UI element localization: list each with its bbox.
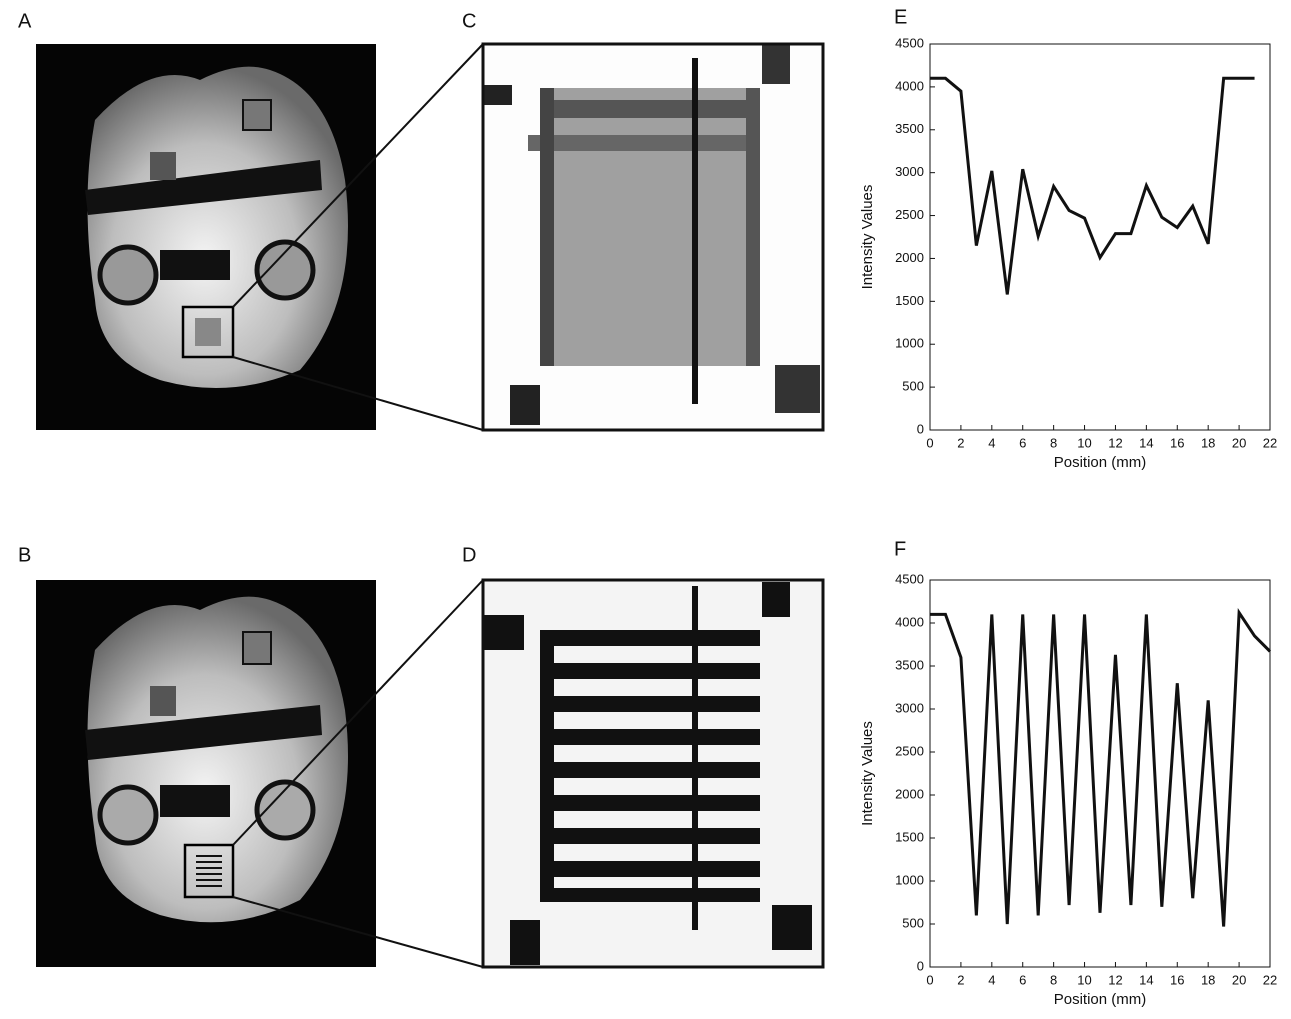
panel-letter: C: [462, 10, 476, 32]
x-tick-label: 14: [1139, 435, 1153, 450]
y-tick-label: 2500: [895, 207, 924, 222]
x-tick-label: 0: [926, 972, 933, 987]
y-tick-label: 1000: [895, 872, 924, 887]
x-axis-label: Position (mm): [1054, 454, 1147, 471]
plot-frame: [929, 43, 1271, 431]
zoom-image: [481, 578, 825, 969]
data-line: [930, 76, 1255, 295]
x-tick-label: 2: [957, 972, 964, 987]
panel-letter: A: [18, 10, 32, 32]
y-tick-label: 4500: [895, 35, 924, 50]
panel-letter: B: [18, 544, 31, 566]
x-tick-label: 16: [1170, 972, 1184, 987]
y-axis-label: Intensity Values: [859, 721, 876, 826]
zoom-line: [232, 43, 484, 968]
x-tick-label: 18: [1201, 435, 1215, 450]
x-tick-label: 0: [926, 435, 933, 450]
y-tick-label: 1500: [895, 293, 924, 308]
y-tick-label: 3500: [895, 657, 924, 672]
y-tick-label: 0: [917, 421, 924, 436]
x-tick-label: 10: [1077, 972, 1091, 987]
x-tick-label: 22: [1263, 972, 1277, 987]
y-tick-label: 2500: [895, 743, 924, 758]
x-tick-label: 20: [1232, 435, 1246, 450]
y-tick-label: 500: [902, 915, 924, 930]
y-tick-label: 3000: [895, 164, 924, 179]
x-tick-label: 18: [1201, 972, 1215, 987]
y-tick-label: 500: [902, 379, 924, 394]
x-tick-label: 10: [1077, 435, 1091, 450]
y-tick-label: 3000: [895, 700, 924, 715]
y-tick-label: 2000: [895, 786, 924, 801]
panel-letter: F: [894, 538, 906, 560]
mri-image: [36, 44, 376, 430]
x-tick-label: 20: [1232, 972, 1246, 987]
x-tick-label: 6: [1019, 972, 1026, 987]
x-tick-label: 8: [1050, 435, 1057, 450]
x-tick-label: 16: [1170, 435, 1184, 450]
x-tick-label: 14: [1139, 972, 1153, 987]
y-tick-label: 1000: [895, 336, 924, 351]
y-axis-label: Intensity Values: [859, 185, 876, 290]
x-tick-label: 12: [1108, 435, 1122, 450]
x-axis-label: Position (mm): [1054, 991, 1147, 1008]
x-tick-label: 22: [1263, 435, 1277, 450]
y-tick-label: 0: [917, 958, 924, 973]
x-tick-label: 2: [957, 435, 964, 450]
data-line: [930, 608, 1272, 927]
mri-image: [36, 580, 376, 967]
x-tick-label: 6: [1019, 435, 1026, 450]
x-tick-label: 12: [1108, 972, 1122, 987]
plot-frame: [929, 579, 1271, 968]
y-tick-label: 1500: [895, 829, 924, 844]
y-tick-label: 2000: [895, 250, 924, 265]
y-tick-label: 3500: [895, 121, 924, 136]
zoom-image: [481, 42, 825, 432]
panel-letter: D: [462, 544, 476, 566]
x-tick-label: 8: [1050, 972, 1057, 987]
y-tick-label: 4500: [895, 571, 924, 586]
panel-letter: E: [894, 6, 907, 28]
x-tick-label: 4: [988, 972, 995, 987]
y-tick-label: 4000: [895, 614, 924, 629]
x-tick-label: 4: [988, 435, 995, 450]
y-tick-label: 4000: [895, 78, 924, 93]
